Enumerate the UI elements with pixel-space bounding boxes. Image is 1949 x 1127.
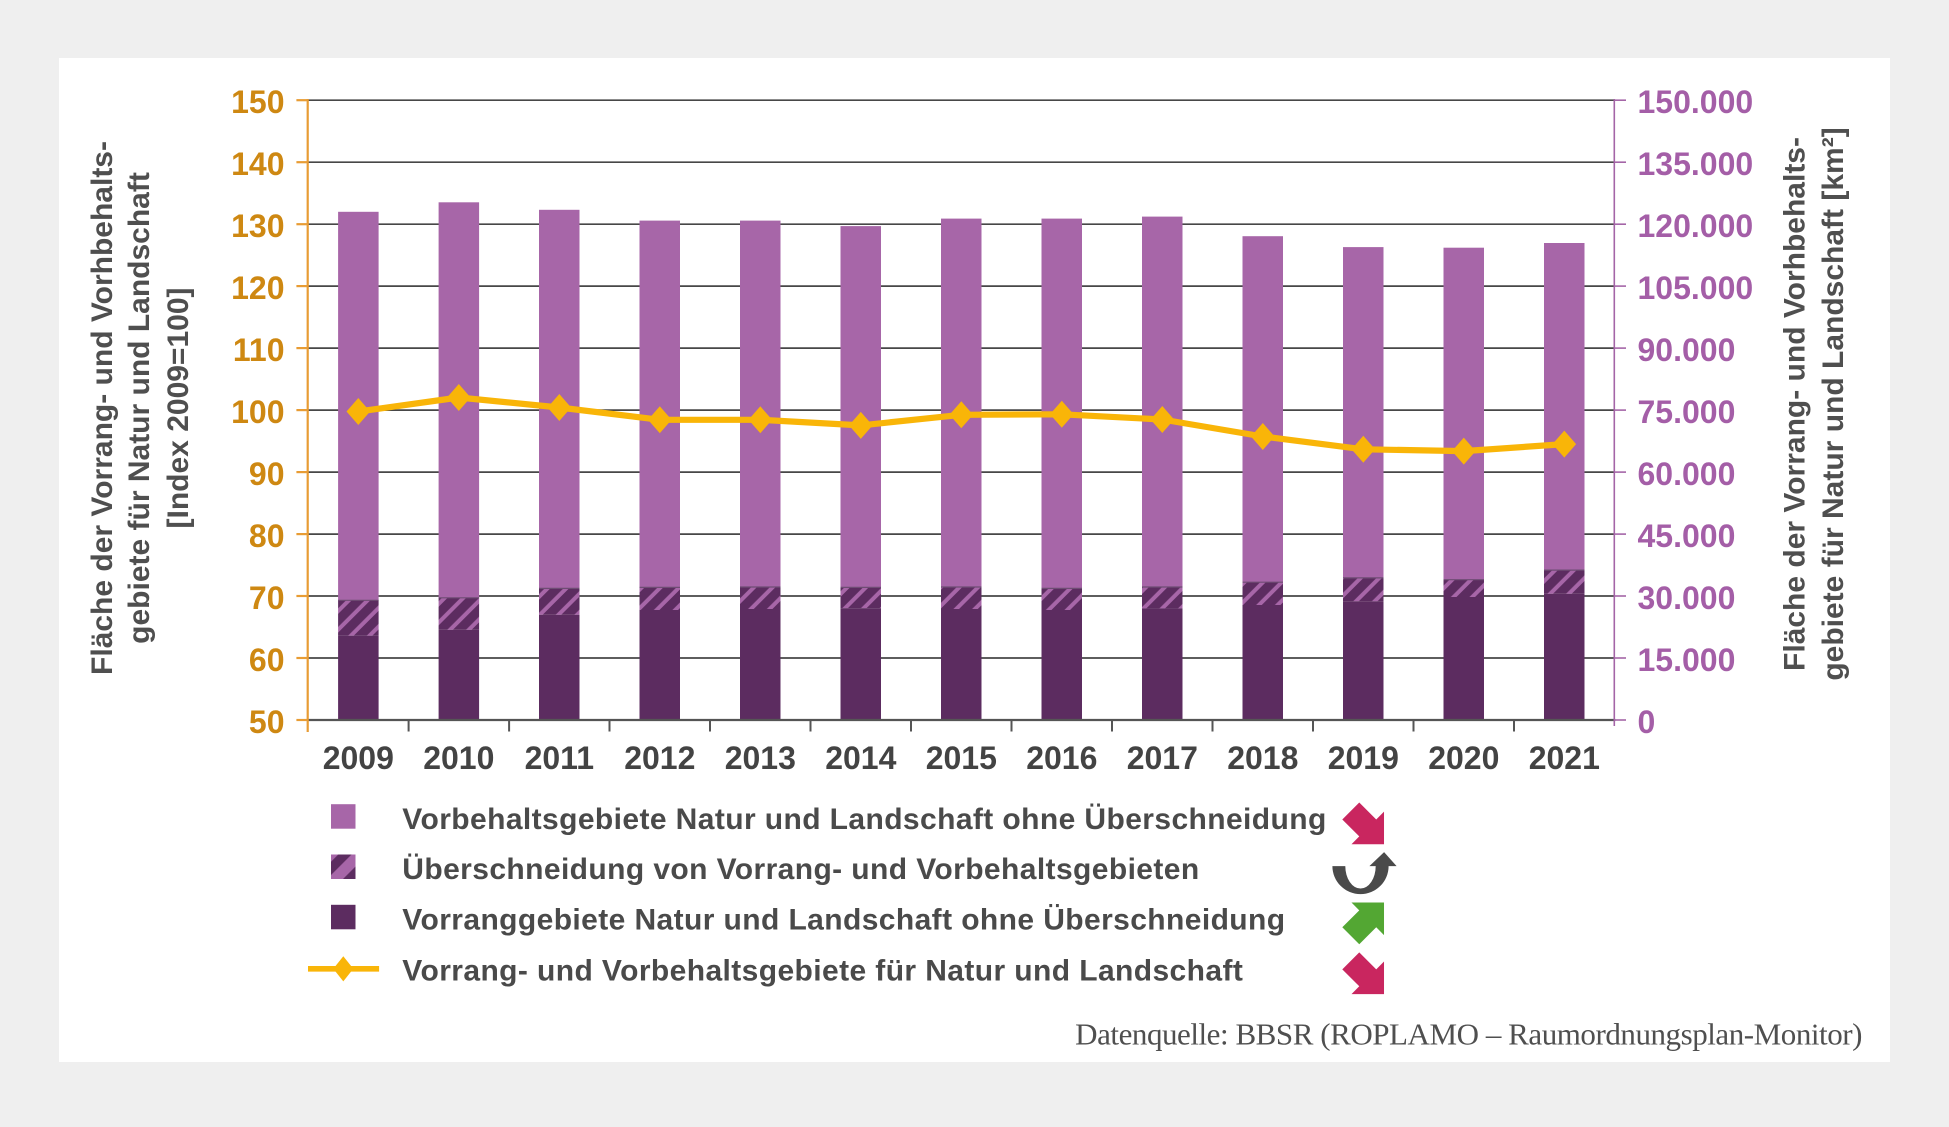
- svg-text:100: 100: [231, 394, 284, 430]
- svg-text:Vorrang- und Vorbehaltsgebiete: Vorrang- und Vorbehaltsgebiete für Natur…: [402, 955, 1243, 988]
- svg-text:2014: 2014: [825, 740, 896, 776]
- svg-text:90.000: 90.000: [1638, 332, 1736, 368]
- svg-text:45.000: 45.000: [1638, 518, 1736, 554]
- svg-text:140: 140: [231, 146, 284, 182]
- svg-text:gebiete für Natur und Landscha: gebiete für Natur und Landschaft [km²]: [1817, 127, 1850, 680]
- svg-text:2017: 2017: [1127, 740, 1198, 776]
- svg-text:2020: 2020: [1428, 740, 1499, 776]
- svg-text:2013: 2013: [725, 740, 796, 776]
- svg-text:75.000: 75.000: [1638, 394, 1736, 430]
- svg-text:105.000: 105.000: [1638, 270, 1754, 306]
- svg-text:2009: 2009: [323, 740, 394, 776]
- svg-text:30.000: 30.000: [1638, 580, 1736, 616]
- svg-text:2015: 2015: [926, 740, 997, 776]
- svg-text:gebiete für Natur und Landscha: gebiete für Natur und Landschaft: [123, 172, 156, 644]
- svg-text:2016: 2016: [1026, 740, 1097, 776]
- svg-text:2018: 2018: [1227, 740, 1298, 776]
- svg-text:60: 60: [249, 642, 285, 678]
- svg-text:2012: 2012: [624, 740, 695, 776]
- svg-text:150.000: 150.000: [1638, 84, 1754, 120]
- svg-text:Fläche der Vorrang- und Vorhbe: Fläche der Vorrang- und Vorhbehalts-: [86, 141, 119, 675]
- svg-text:Überschneidung von Vorrang- un: Überschneidung von Vorrang- und Vorbehal…: [402, 853, 1199, 886]
- svg-text:60.000: 60.000: [1638, 456, 1736, 492]
- svg-text:70: 70: [249, 580, 285, 616]
- svg-text:130: 130: [231, 208, 284, 244]
- svg-text:0: 0: [1638, 704, 1656, 740]
- svg-text:150: 150: [231, 84, 284, 120]
- svg-text:110: 110: [233, 332, 285, 368]
- svg-text:Datenquelle: BBSR (ROPLAMO – R: Datenquelle: BBSR (ROPLAMO – Raumordnung…: [1075, 1017, 1862, 1052]
- svg-text:15.000: 15.000: [1638, 642, 1736, 678]
- svg-text:2021: 2021: [1529, 740, 1600, 776]
- svg-text:90: 90: [249, 456, 285, 492]
- svg-text:120.000: 120.000: [1638, 208, 1754, 244]
- svg-text:Fläche der Vorrang- und Vorhbe: Fläche der Vorrang- und Vorhbehalts-: [1779, 137, 1812, 671]
- svg-text:135.000: 135.000: [1638, 146, 1754, 182]
- svg-text:120: 120: [231, 270, 284, 306]
- svg-text:50: 50: [249, 704, 285, 740]
- svg-text:2019: 2019: [1328, 740, 1399, 776]
- svg-text:2011: 2011: [525, 740, 594, 776]
- svg-text:2010: 2010: [423, 740, 494, 776]
- svg-text:Vorranggebiete Natur und Lands: Vorranggebiete Natur und Landschaft ohne…: [402, 904, 1285, 937]
- svg-text:80: 80: [249, 518, 285, 554]
- svg-text:Vorbehaltsgebiete Natur und La: Vorbehaltsgebiete Natur und Landschaft o…: [402, 803, 1326, 836]
- svg-text:[Index 2009=100]: [Index 2009=100]: [162, 288, 195, 529]
